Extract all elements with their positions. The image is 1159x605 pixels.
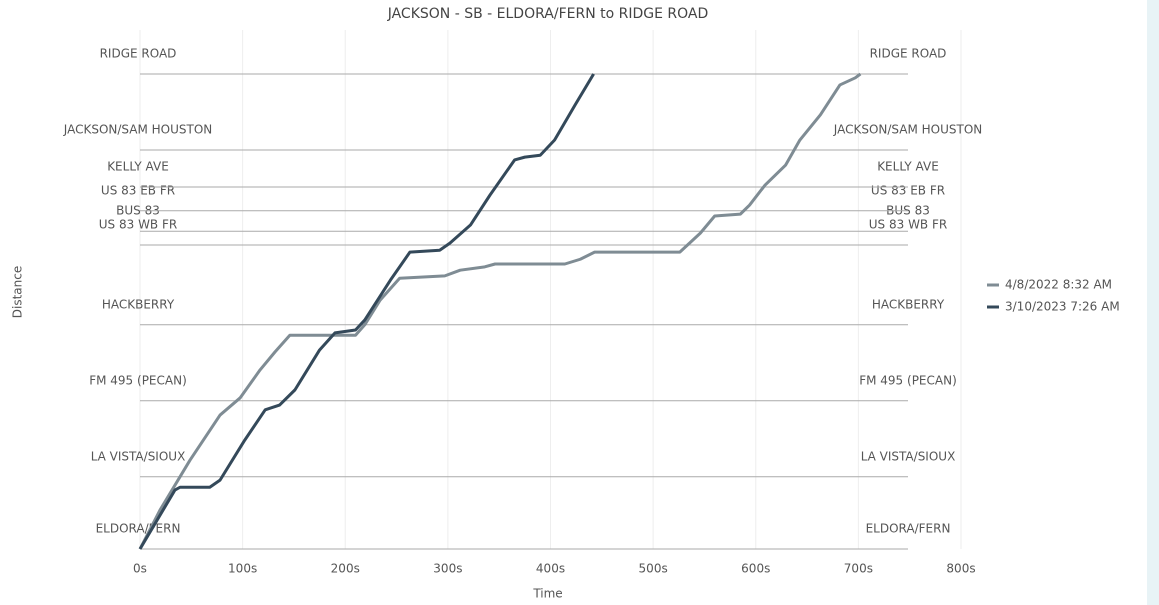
station-label-left: RIDGE ROAD [100,47,177,61]
chart-title: JACKSON - SB - ELDORA/FERN to RIDGE ROAD [387,6,709,22]
station-label-left: ELDORA/FERN [96,522,181,536]
station-label-left: HACKBERRY [102,297,175,311]
station-label-right: US 83 EB FR [871,183,945,197]
x-tick-label: 100s [228,562,257,576]
station-label-right: FM 495 (PECAN) [859,373,957,387]
station-label-right: KELLY AVE [877,160,939,174]
legend-label: 3/10/2023 7:26 AM [1005,300,1120,314]
series-line [138,72,862,550]
station-label-right: US 83 WB FR [869,218,947,232]
station-label-left: LA VISTA/SIOUX [91,449,186,463]
station-label-right: JACKSON/SAM HOUSTON [833,123,983,137]
x-tick-label: 200s [331,562,360,576]
x-tick-label: 300s [433,562,462,576]
x-tick-label: 600s [741,562,770,576]
x-tick-label: 500s [639,562,668,576]
x-tick-label: 400s [536,562,565,576]
x-tick-label: 0s [133,562,147,576]
station-label-left: JACKSON/SAM HOUSTON [63,123,213,137]
legend-label: 4/8/2022 8:32 AM [1005,278,1112,292]
side-strip [1147,0,1159,605]
station-label-left: US 83 EB FR [101,183,175,197]
station-label-right: HACKBERRY [872,297,945,311]
station-label-right: LA VISTA/SIOUX [861,449,956,463]
station-label-left: US 83 WB FR [99,218,177,232]
x-tick-label: 700s [844,562,873,576]
station-label-left: BUS 83 [116,204,160,218]
y-axis-label: Distance [11,266,25,318]
series-line [138,73,595,550]
x-axis-label: Time [532,587,562,601]
x-tick-label: 800s [946,562,975,576]
station-label-right: ELDORA/FERN [866,522,951,536]
station-label-left: KELLY AVE [107,160,169,174]
station-label-right: RIDGE ROAD [870,47,947,61]
station-label-left: FM 495 (PECAN) [89,373,187,387]
